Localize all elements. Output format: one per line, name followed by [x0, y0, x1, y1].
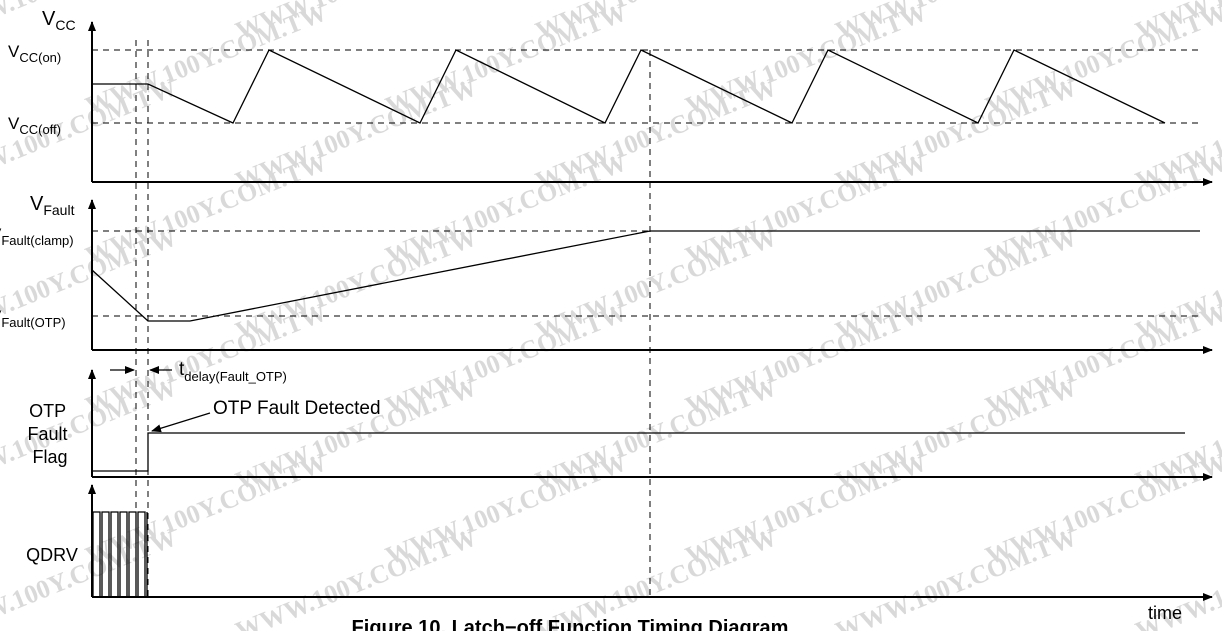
qdrv-label: QDRV	[26, 545, 78, 565]
vfault-axis-label: VFault	[30, 193, 75, 218]
vfault-otp-label: VFault(OTP)	[0, 307, 66, 330]
otp-detected-leader	[151, 412, 211, 433]
time-axis-label: time	[1148, 603, 1182, 623]
vcc-row: VCC VCC(on) VCC(off)	[8, 8, 1213, 186]
vfault-waveform	[91, 230, 1200, 322]
qdrv-pulse-train	[92, 511, 148, 598]
vcc-off-label: VCC(off)	[8, 114, 61, 137]
watermark-text: WWW.100Y.COM.TW	[231, 522, 481, 631]
watermark-text: WWW.100Y.COM.TW	[0, 522, 181, 631]
vcc-waveform	[92, 49, 1166, 124]
otp-flag-label: OTP Fault Flag	[27, 401, 72, 467]
watermark-text: WWW.100Y.COM.TW	[831, 522, 1081, 631]
vfault-row: VFault VFault(clamp) VFault(OTP)	[0, 193, 1213, 354]
time-markers	[135, 40, 651, 597]
vfault-clamp-label: VFault(clamp)	[0, 225, 74, 248]
watermark-text: WWW.100Y.COM.TW	[531, 522, 781, 631]
vcc-axis-label: VCC	[42, 8, 76, 33]
otp-detected-label: OTP Fault Detected	[213, 398, 381, 419]
vcc-on-label: VCC(on)	[8, 42, 61, 65]
qdrv-row: QDRV	[26, 484, 1213, 601]
figure-caption: Figure 10. Latch−off Function Timing Dia…	[352, 617, 789, 631]
delay-label: tdelay(Fault_OTP)	[179, 359, 287, 384]
delay-annotation: tdelay(Fault_OTP)	[110, 359, 287, 384]
watermark-text: WWW.100Y.COM.TW	[0, 0, 181, 46]
